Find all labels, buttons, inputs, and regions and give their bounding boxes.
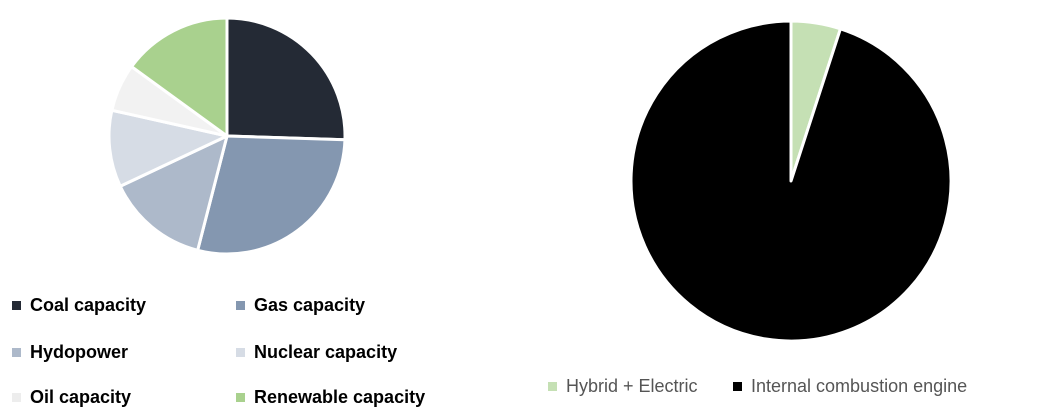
legend-item-hybrid-electric: Hybrid + Electric [548,376,698,397]
legend-label-coal: Coal capacity [30,295,147,315]
pie-slice-gas-capacity [196,134,347,256]
energy-capacity-pie-svg [107,16,347,256]
legend-swatch-coal [12,301,21,310]
pie-slice-hydopower [118,134,229,252]
energy-capacity-pie-chart: Coal capacity Gas capacity Hydopower Nuc… [0,0,520,408]
legend-label-hybrid-electric: Hybrid + Electric [566,376,698,396]
legend-item-ice: Internal combustion engine [733,376,967,397]
legend-swatch-gas [236,301,245,310]
legend-item-hydro: Hydopower [12,342,128,363]
legend-item-renewable: Renewable capacity [236,387,425,408]
pie-slice-renewable-capacity [130,16,229,138]
legend-label-oil: Oil capacity [30,387,132,407]
legend-swatch-oil [12,393,21,402]
legend-item-nuclear: Nuclear capacity [236,342,397,363]
legend-item-gas: Gas capacity [236,295,365,316]
legend-label-gas: Gas capacity [254,295,366,315]
legend-swatch-renewable [236,393,245,402]
vehicle-powertrain-pie-svg [629,19,953,343]
pie-slice-nuclear-capacity [107,108,229,188]
pie-slice-coal-capacity [225,16,347,142]
legend-item-oil: Oil capacity [12,387,131,408]
legend-label-renewable: Renewable capacity [254,387,426,407]
vehicle-powertrain-pie-chart: Hybrid + Electric Internal combustion en… [520,0,1048,406]
legend-label-hydro: Hydopower [30,342,129,362]
legend-swatch-hybrid-electric [548,382,557,391]
pie-slice-internal-combustion-engine [629,19,953,343]
legend-swatch-ice [733,382,742,391]
legend-swatch-hydro [12,348,21,357]
legend-swatch-nuclear [236,348,245,357]
legend-label-ice: Internal combustion engine [751,376,968,396]
legend-label-nuclear: Nuclear capacity [254,342,398,362]
legend-item-coal: Coal capacity [12,295,146,316]
